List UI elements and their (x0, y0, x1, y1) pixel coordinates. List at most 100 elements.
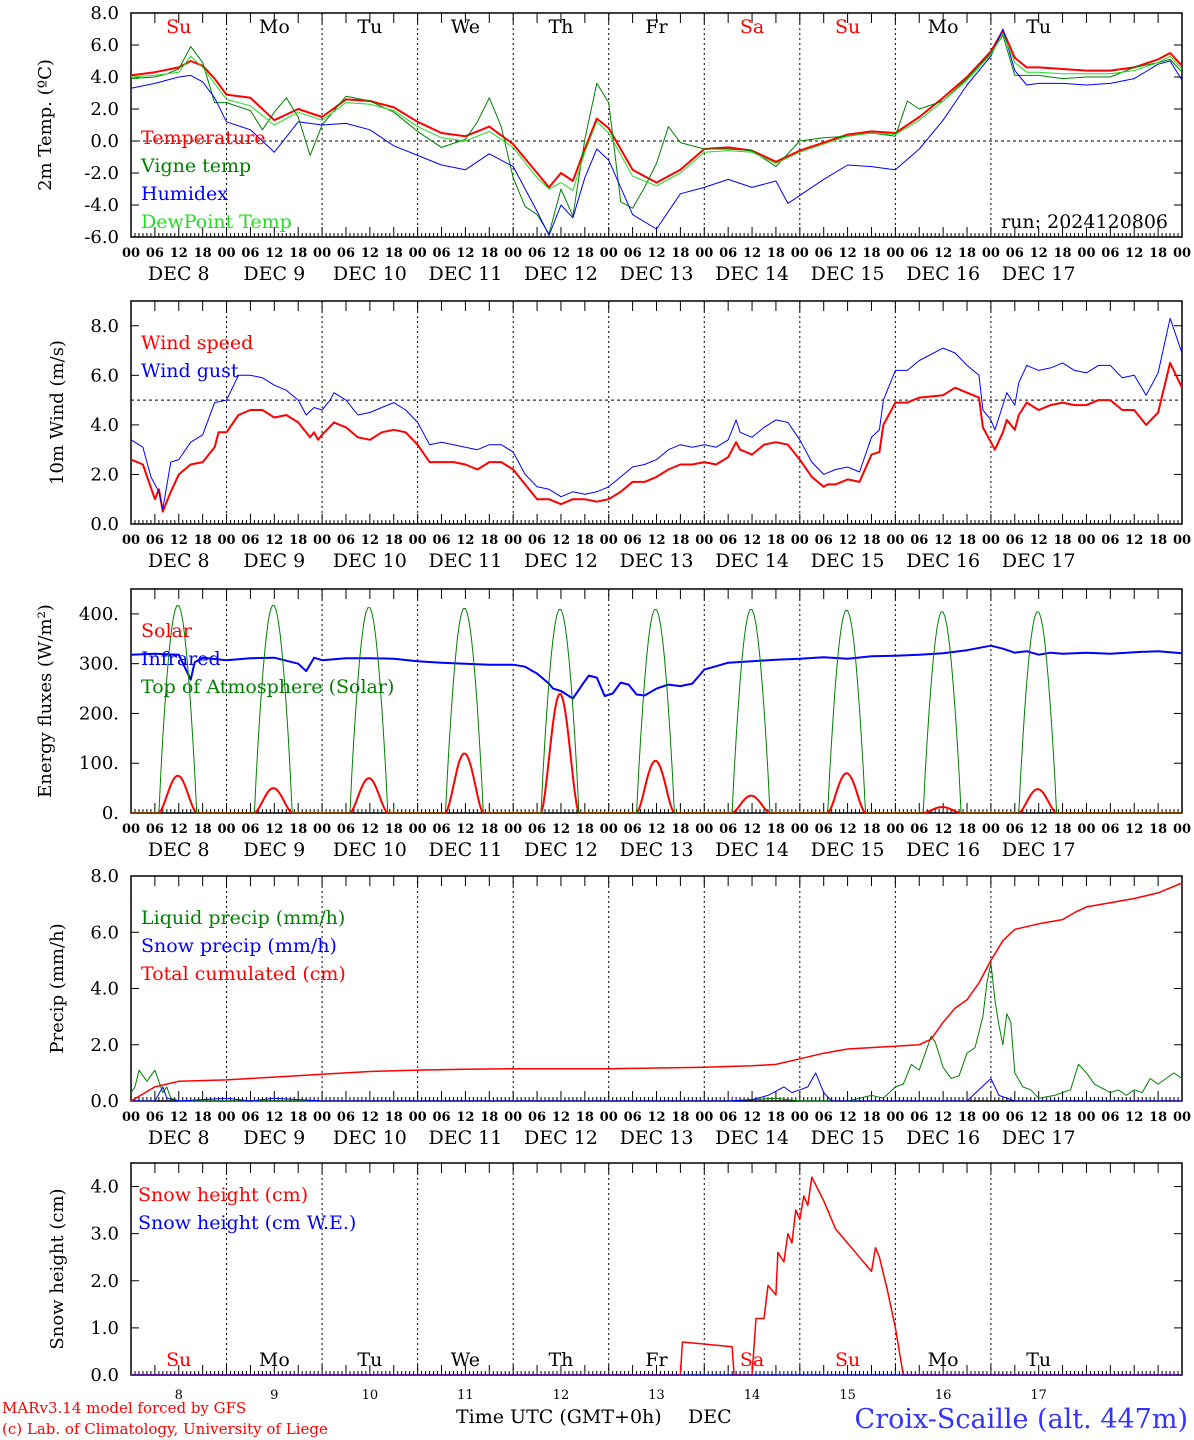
y-tick-label: 6.0 (90, 922, 119, 943)
x-tick-label: 00 (982, 246, 1000, 261)
x-tick-label: 00 (504, 533, 522, 548)
x-tick-label: 12 (1030, 533, 1048, 548)
series-dewpoint-temp (130, 33, 1183, 192)
x-day-label: DEC 8 (148, 1127, 210, 1149)
x-tick-label: 18 (480, 533, 498, 548)
weekday-label: We (451, 1349, 480, 1371)
x-tick-label: 00 (409, 822, 427, 837)
x-day-label: DEC 11 (428, 263, 502, 285)
series-snow-height-cm (131, 1176, 1182, 1376)
y-tick-label: 4.0 (90, 415, 119, 436)
x-tick-label: 00 (313, 822, 331, 837)
x-tick-label: 18 (480, 822, 498, 837)
x-tick-label: 18 (194, 246, 212, 261)
x-tick-label: 00 (1173, 246, 1191, 261)
x-tick-label: 18 (767, 822, 785, 837)
x-tick-label: 18 (1054, 822, 1072, 837)
x-tick-label: 18 (958, 1110, 976, 1125)
y-tick-label: 3.0 (90, 1224, 119, 1245)
weekday-label: Mo (928, 1349, 959, 1371)
x-day-label: DEC 13 (620, 1127, 694, 1149)
x-tick-label: 00 (122, 533, 140, 548)
x-tick-label: 06 (815, 246, 833, 261)
x-tick-label: 06 (719, 1110, 737, 1125)
run-annotation: run: 2024120806 (1001, 211, 1168, 233)
x-tick-label: 06 (624, 822, 642, 837)
x-tick-label: 06 (241, 822, 259, 837)
x-tick-label: 12 (839, 246, 857, 261)
x-tick-label: 06 (719, 246, 737, 261)
x-tick-label: 18 (958, 533, 976, 548)
x-tick-label: 00 (217, 246, 235, 261)
x-day-label: DEC 9 (243, 263, 305, 285)
x-tick-label: 00 (313, 1110, 331, 1125)
x-tick-label: 00 (695, 1110, 713, 1125)
legend-entry: Vigne temp (140, 155, 251, 177)
x-tick-label: 12 (839, 1110, 857, 1125)
legend-entry: Snow precip (mm/h) (141, 935, 337, 957)
x-tick-label: 18 (671, 533, 689, 548)
weekday-label: Sa (740, 1349, 764, 1371)
x-tick-label: 00 (886, 533, 904, 548)
weekday-label: Th (548, 16, 573, 38)
x-tick-label: 06 (1101, 822, 1119, 837)
x-day-label: DEC 10 (333, 839, 407, 861)
y-tick-label: 400. (79, 604, 119, 625)
x-tick-label: 12 (265, 822, 283, 837)
legend-entry: DewPoint Temp (141, 211, 292, 233)
x-tick-label: 12 (1030, 1110, 1048, 1125)
x-day-number: 10 (362, 1388, 379, 1403)
x-tick-label: 00 (409, 1110, 427, 1125)
x-tick-label: 12 (456, 533, 474, 548)
x-tick-label: 18 (576, 822, 594, 837)
x-tick-label: 12 (361, 822, 379, 837)
x-tick-label: 18 (862, 533, 880, 548)
x-day-label: DEC 8 (148, 263, 210, 285)
series-humidex (130, 28, 1183, 236)
x-tick-label: 18 (289, 1110, 307, 1125)
x-tick-label: 18 (1149, 246, 1167, 261)
y-tick-label: 2.0 (90, 99, 119, 120)
x-axis-month: DEC (688, 1406, 732, 1428)
x-tick-label: 12 (647, 1110, 665, 1125)
y-tick-label: 2.0 (90, 1035, 119, 1056)
x-tick-label: 12 (456, 822, 474, 837)
x-day-number: 13 (648, 1388, 665, 1403)
x-tick-label: 12 (839, 533, 857, 548)
x-tick-label: 18 (385, 822, 403, 837)
weekday-label: Tu (357, 16, 382, 38)
x-tick-label: 12 (552, 246, 570, 261)
x-tick-label: 12 (1030, 246, 1048, 261)
x-day-label: DEC 15 (811, 550, 885, 572)
x-day-label: DEC 17 (1002, 550, 1076, 572)
x-day-label: DEC 13 (620, 263, 694, 285)
x-tick-label: 06 (432, 1110, 450, 1125)
x-day-label: DEC 8 (148, 550, 210, 572)
x-tick-label: 18 (862, 822, 880, 837)
x-tick-label: 12 (647, 822, 665, 837)
x-tick-label: 12 (1125, 533, 1143, 548)
x-tick-label: 18 (1149, 533, 1167, 548)
y-tick-label: 8.0 (90, 866, 119, 887)
x-tick-label: 00 (600, 822, 618, 837)
station-name: Croix-Scaille (alt. 447m) (855, 1404, 1188, 1435)
legend-entry: Top of Atmosphere (Solar) (141, 676, 394, 698)
x-tick-label: 18 (671, 1110, 689, 1125)
x-day-label: DEC 14 (715, 839, 789, 861)
y-tick-label: 8.0 (90, 3, 119, 24)
x-tick-label: 12 (647, 246, 665, 261)
x-tick-label: 00 (504, 822, 522, 837)
x-tick-label: 00 (504, 246, 522, 261)
x-tick-label: 12 (934, 1110, 952, 1125)
x-tick-label: 00 (886, 1110, 904, 1125)
x-day-label: DEC 15 (811, 839, 885, 861)
x-tick-label: 06 (624, 533, 642, 548)
x-day-label: DEC 17 (1002, 263, 1076, 285)
legend-entry: Temperature (141, 127, 265, 149)
x-day-label: DEC 11 (428, 1127, 502, 1149)
panel-energy: 0. 100. 200. 300. 400. Energy fluxes (W/m²) 00… (35, 588, 1191, 861)
x-day-label: DEC 14 (715, 1127, 789, 1149)
y-tick-label: 2.0 (90, 464, 119, 485)
y-axis-title: Precip (mm/h) (47, 923, 68, 1053)
x-tick-label: 12 (743, 1110, 761, 1125)
